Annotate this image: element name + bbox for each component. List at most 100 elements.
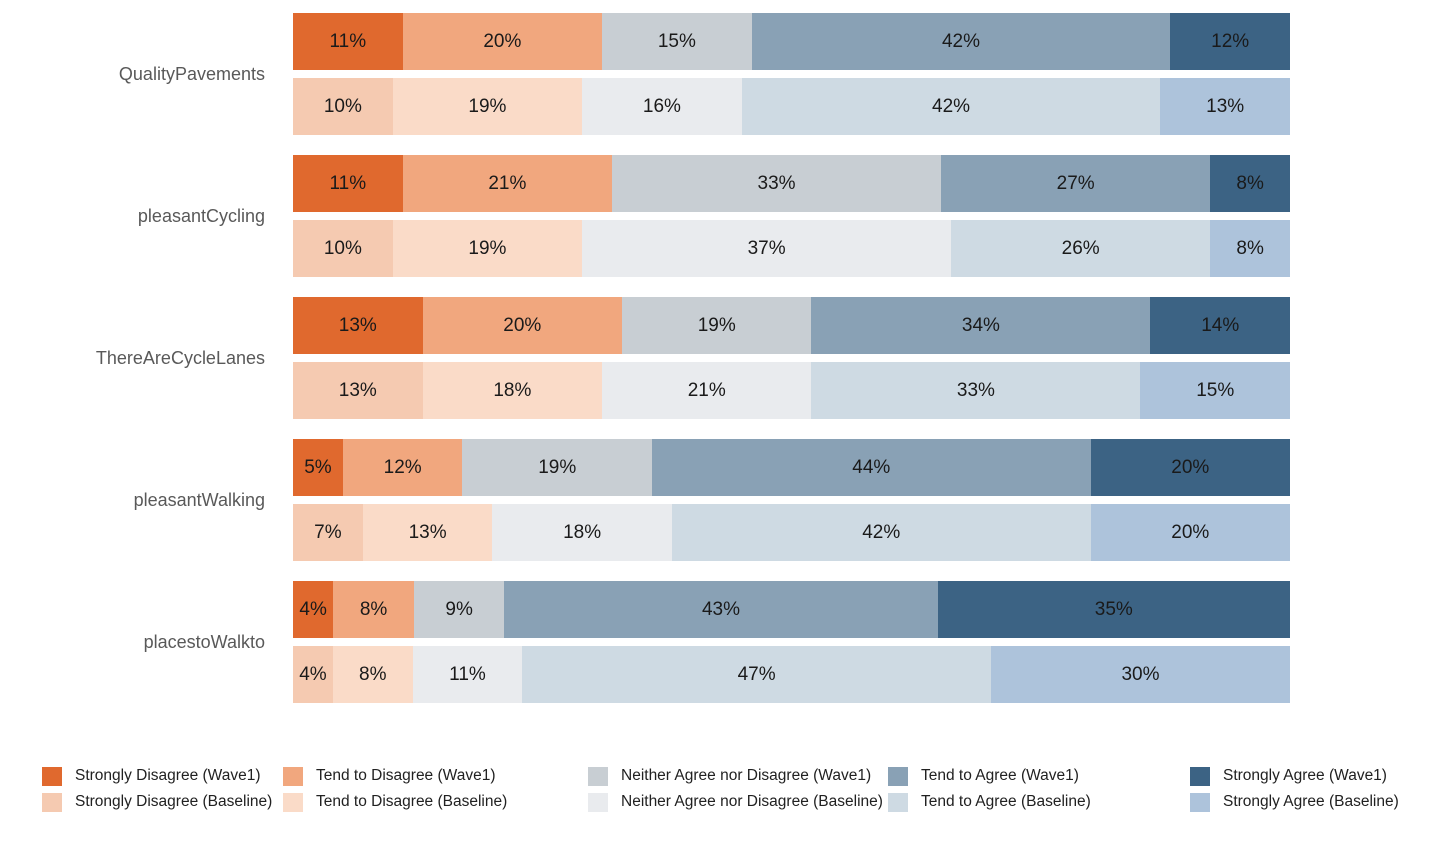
category-group: ThereAreCycleLanes 13% 20% 19% 34% 14% 13% 18% 2… xyxy=(0,297,1450,419)
bar-row-wave1: 11% 20% 15% 42% 12% xyxy=(293,13,1290,70)
legend-label: Tend to Agree (Baseline) xyxy=(921,793,1091,810)
legend-swatch-icon xyxy=(1190,792,1210,812)
bar-segment: 47% xyxy=(522,646,991,703)
segment-value-label: 37% xyxy=(747,237,786,259)
segment-value-label: 30% xyxy=(1121,663,1160,685)
bar-segment: 15% xyxy=(602,13,752,70)
segment-value-label: 13% xyxy=(338,379,377,401)
legend-swatch-icon xyxy=(588,766,608,786)
bar-segment: 43% xyxy=(504,581,938,638)
legend-item: Tend to Agree (Wave1) xyxy=(888,766,1190,786)
legend-swatch-icon xyxy=(42,792,62,812)
segment-value-label: 10% xyxy=(323,95,362,117)
bar-segment: 16% xyxy=(582,78,742,135)
category-group: pleasantCycling 11% 21% 33% 27% 8% 10% 19% 37% 26… xyxy=(0,155,1450,277)
bar-segment: 13% xyxy=(293,297,423,354)
bar-segment: 19% xyxy=(392,78,583,135)
bar-pair: 5% 12% 19% 44% 20% 7% 13% 18% 42% 20% xyxy=(293,439,1291,561)
category-label: pleasantCycling xyxy=(137,205,265,226)
category-group: placestoWalkto 4% 8% 9% 43% 35% 4% 8% 11% 47% 30% xyxy=(0,581,1450,703)
bar-segment: 14% xyxy=(1150,297,1291,354)
bar-segment: 11% xyxy=(412,646,523,703)
bar-segment: 27% xyxy=(941,155,1211,212)
legend-swatch-icon xyxy=(588,792,608,812)
segment-value-label: 33% xyxy=(956,379,995,401)
bar-segment: 18% xyxy=(492,504,672,561)
bar-segment: 7% xyxy=(293,504,363,561)
segment-value-label: 8% xyxy=(1236,172,1264,194)
segment-value-label: 27% xyxy=(1056,172,1095,194)
legend-swatch-icon xyxy=(283,766,303,786)
bar-segment: 20% xyxy=(1090,439,1291,496)
legend-swatch-icon xyxy=(283,792,303,812)
legend-item: Strongly Agree (Wave1) xyxy=(1190,766,1399,786)
segment-value-label: 34% xyxy=(961,314,1000,336)
legend-item: Neither Agree nor Disagree (Wave1) xyxy=(588,766,888,786)
bar-segment: 20% xyxy=(422,297,623,354)
bar-segment: 26% xyxy=(951,220,1211,277)
legend-item: Strongly Agree (Baseline) xyxy=(1190,792,1399,812)
bar-segment: 37% xyxy=(582,220,952,277)
bar-segment: 19% xyxy=(462,439,652,496)
bar-segment: 8% xyxy=(332,646,413,703)
legend-label: Tend to Disagree (Baseline) xyxy=(316,793,508,810)
bar-pair: 11% 21% 33% 27% 8% 10% 19% 37% 26% 8% xyxy=(293,155,1291,277)
segment-value-label: 44% xyxy=(852,456,891,478)
bar-segment: 9% xyxy=(413,581,505,638)
bar-segment: 21% xyxy=(602,362,812,419)
segment-value-label: 42% xyxy=(932,95,971,117)
legend-swatch-icon xyxy=(1190,766,1210,786)
bar-segment: 33% xyxy=(612,155,942,212)
bar-segment: 10% xyxy=(293,78,393,135)
bar-segment: 19% xyxy=(622,297,812,354)
legend-swatch-icon xyxy=(42,766,62,786)
segment-value-label: 15% xyxy=(1196,379,1235,401)
legend-column: Neither Agree nor Disagree (Wave1) Neithe… xyxy=(588,766,888,812)
segment-value-label: 20% xyxy=(503,314,542,336)
segment-value-label: 21% xyxy=(488,172,527,194)
bar-segment: 34% xyxy=(811,297,1151,354)
bar-segment: 11% xyxy=(293,13,403,70)
segment-value-label: 19% xyxy=(538,456,577,478)
segment-value-label: 5% xyxy=(304,456,332,478)
plot-area: QualityPavements 11% 20% 15% 42% 12% 10% 19% 16%… xyxy=(0,13,1450,703)
segment-value-label: 15% xyxy=(657,30,696,52)
segment-value-label: 10% xyxy=(323,237,362,259)
segment-value-label: 16% xyxy=(642,95,681,117)
segment-value-label: 7% xyxy=(314,521,342,543)
legend-label: Strongly Agree (Wave1) xyxy=(1223,767,1387,784)
segment-value-label: 4% xyxy=(299,663,327,685)
bar-segment: 42% xyxy=(751,13,1171,70)
segment-value-label: 47% xyxy=(737,663,776,685)
legend-item: Neither Agree nor Disagree (Baseline) xyxy=(588,792,888,812)
legend-item: Strongly Disagree (Baseline) xyxy=(42,792,283,812)
segment-value-label: 8% xyxy=(359,663,387,685)
bar-segment: 42% xyxy=(741,78,1161,135)
bar-pair: 11% 20% 15% 42% 12% 10% 19% 16% 42% 13% xyxy=(293,13,1290,135)
legend-column: Tend to Agree (Wave1) Tend to Agree (Base… xyxy=(888,766,1190,812)
legend-label: Neither Agree nor Disagree (Baseline) xyxy=(621,793,883,810)
legend-item: Tend to Agree (Baseline) xyxy=(888,792,1190,812)
bar-segment: 20% xyxy=(402,13,603,70)
segment-value-label: 8% xyxy=(1236,237,1264,259)
bar-row-baseline: 13% 18% 21% 33% 15% xyxy=(293,362,1290,419)
bar-pair: 13% 20% 19% 34% 14% 13% 18% 21% 33% 15% xyxy=(293,297,1291,419)
legend-swatch-icon xyxy=(888,792,908,812)
category-label: pleasantWalking xyxy=(133,489,265,510)
segment-value-label: 42% xyxy=(941,30,980,52)
bar-segment: 35% xyxy=(937,581,1290,638)
segment-value-label: 13% xyxy=(1206,95,1245,117)
segment-value-label: 35% xyxy=(1094,598,1133,620)
segment-value-label: 33% xyxy=(757,172,796,194)
segment-value-label: 21% xyxy=(687,379,726,401)
segment-value-label: 26% xyxy=(1061,237,1100,259)
legend-item: Strongly Disagree (Wave1) xyxy=(42,766,283,786)
segment-value-label: 11% xyxy=(329,172,367,194)
segment-value-label: 43% xyxy=(701,598,741,620)
category-label: placestoWalkto xyxy=(143,631,265,652)
legend-label: Neither Agree nor Disagree (Wave1) xyxy=(621,767,872,784)
category-group: QualityPavements 11% 20% 15% 42% 12% 10% 19% 16%… xyxy=(0,13,1450,135)
segment-value-label: 4% xyxy=(299,598,327,620)
bar-pair: 4% 8% 9% 43% 35% 4% 8% 11% 47% 30% xyxy=(293,581,1290,703)
segment-value-label: 13% xyxy=(338,314,377,336)
